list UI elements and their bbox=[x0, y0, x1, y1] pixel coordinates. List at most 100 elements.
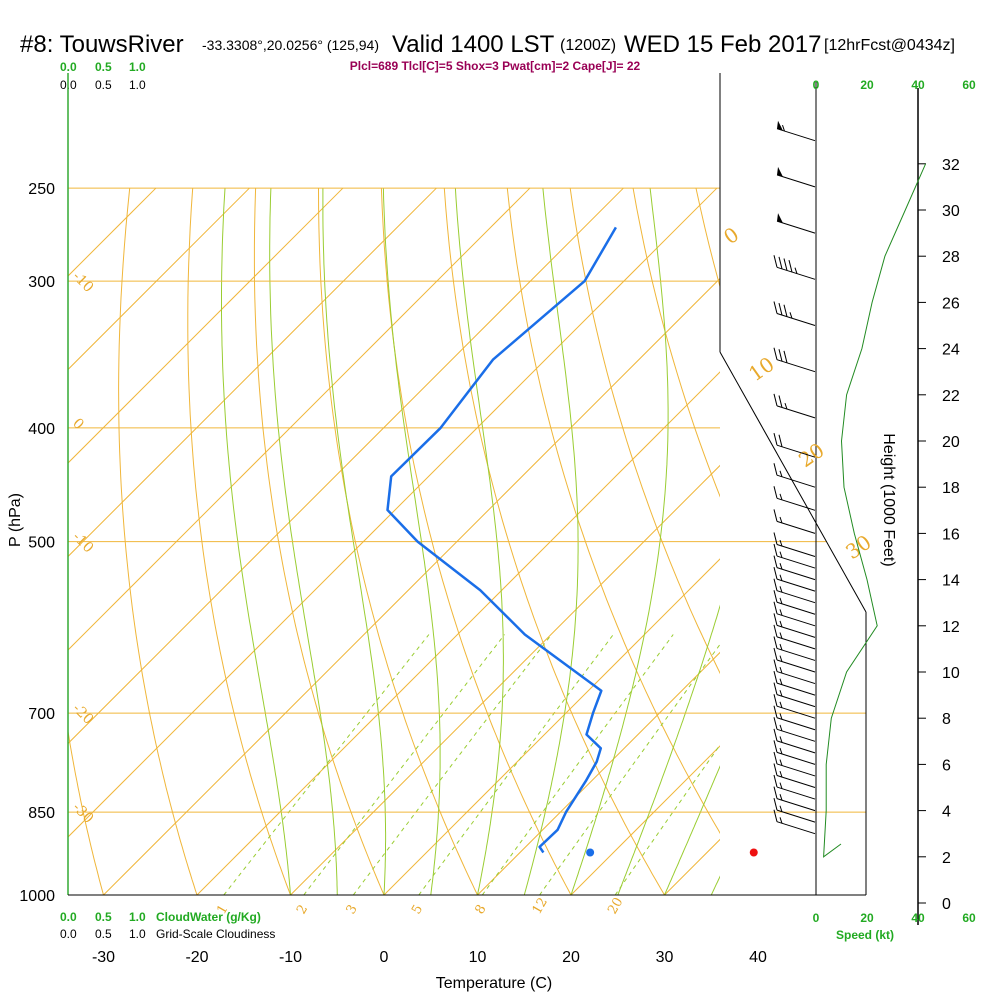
moist-adiabat-line bbox=[221, 188, 291, 895]
adiabat-label: 10 bbox=[744, 352, 779, 386]
height-tick-label: 32 bbox=[942, 157, 960, 174]
moist-adiabat-line bbox=[322, 188, 387, 895]
wind-barbs bbox=[773, 120, 816, 835]
height-tick-label: 10 bbox=[942, 665, 960, 682]
wind-barb-staff bbox=[776, 728, 816, 742]
speed-tick-top: 0 bbox=[813, 78, 820, 92]
mixing-ratio-label: 5 bbox=[409, 902, 426, 917]
wind-barb-staff bbox=[776, 405, 816, 419]
stability-indices: Plcl=689 Tlcl[C]=5 Shox=3 Pwat[cm]=2 Cap… bbox=[350, 59, 641, 73]
surface-markers bbox=[586, 848, 758, 857]
wind-barb bbox=[773, 798, 816, 823]
mixing-ratio-line bbox=[614, 744, 720, 895]
wind-barb-staff bbox=[776, 544, 816, 557]
wind-barb bbox=[773, 486, 816, 511]
temperature-tick-label: -20 bbox=[185, 949, 208, 966]
top-cloudiness-tick: 0.5 bbox=[95, 78, 112, 92]
height-tick-label: 12 bbox=[942, 619, 960, 636]
speed-profile-line bbox=[823, 163, 927, 858]
wind-barb-half-flag bbox=[779, 736, 783, 743]
wind-barb-flag bbox=[773, 636, 778, 649]
speed-tick-bottom: 40 bbox=[911, 911, 925, 925]
wind-barb-flag bbox=[773, 347, 778, 360]
wind-barb-staff bbox=[776, 444, 816, 458]
top-cloudwater-tick: 0.5 bbox=[95, 60, 112, 74]
dry-adiabat-line bbox=[253, 188, 385, 895]
forecast-run: [12hrFcst@0434z] bbox=[824, 37, 955, 54]
dry-adiabat-line bbox=[443, 188, 665, 895]
pressure-tick-label: 400 bbox=[28, 421, 55, 438]
forecast-date: WED 15 Feb 2017 bbox=[624, 31, 821, 58]
wind-barb bbox=[773, 532, 816, 557]
wind-barb-flag bbox=[773, 694, 778, 707]
wind-barb bbox=[773, 463, 816, 488]
wind-barb bbox=[773, 613, 816, 638]
isotherm-line bbox=[68, 187, 250, 371]
wind-barb-half-flag bbox=[779, 493, 783, 501]
wind-barb-staff bbox=[776, 567, 816, 581]
wind-barb-half-flag bbox=[779, 678, 783, 685]
wind-barb-staff bbox=[776, 717, 816, 731]
wind-barb-half-flag bbox=[779, 470, 783, 477]
wind-barb-half-flag bbox=[784, 402, 788, 410]
wind-barb-half-flag bbox=[779, 713, 783, 720]
wind-barb-pennant bbox=[777, 166, 783, 177]
wind-barb-half-flag bbox=[779, 643, 783, 651]
pressure-tick-label: 250 bbox=[28, 181, 55, 198]
wind-barb-staff bbox=[776, 659, 816, 673]
wind-barb bbox=[773, 774, 816, 800]
wind-barb-staff bbox=[776, 647, 816, 661]
bottom-cloudwater-tick: 0.0 bbox=[60, 910, 77, 924]
wind-barb-flag bbox=[773, 670, 778, 684]
wind-barb-flag bbox=[773, 486, 778, 499]
wind-barb-flag bbox=[773, 705, 778, 718]
wind-barb-staff bbox=[776, 798, 816, 812]
wind-barb-half-flag bbox=[779, 747, 783, 755]
mixing-ratio-line bbox=[418, 634, 614, 895]
bottom-cloudiness-tick: 1.0 bbox=[129, 927, 146, 941]
pressure-tick-label: 1000 bbox=[19, 888, 55, 905]
wind-barb bbox=[773, 393, 816, 419]
wind-barb bbox=[773, 751, 816, 777]
wind-barb-flag bbox=[773, 532, 778, 545]
wind-barb-half-flag bbox=[779, 690, 783, 697]
wind-barb-flag bbox=[778, 395, 783, 408]
height-tick-label: 18 bbox=[942, 480, 960, 497]
height-tick-label: 24 bbox=[942, 342, 960, 359]
wind-barb-staff bbox=[776, 359, 816, 373]
cloudwater-legend-label: CloudWater (g/Kg) bbox=[156, 910, 261, 924]
wind-barb bbox=[773, 601, 816, 627]
wind-barb-half-flag bbox=[779, 586, 783, 593]
valid-time: Valid 1400 LST bbox=[392, 31, 555, 58]
speed-tick-bottom: 0 bbox=[813, 911, 820, 925]
isotherm-line bbox=[477, 651, 720, 895]
wind-barb-flag bbox=[773, 613, 778, 626]
wind-barb-staff bbox=[776, 220, 816, 234]
isotherm-label: -30 bbox=[69, 800, 96, 827]
wind-barb bbox=[773, 809, 816, 835]
axis-frame bbox=[67, 73, 919, 925]
wind-barb bbox=[773, 786, 816, 812]
speed-tick-top: 40 bbox=[911, 78, 925, 92]
wind-barb-flag bbox=[773, 578, 778, 591]
wind-barb-half-flag bbox=[779, 759, 783, 766]
wind-barb bbox=[773, 670, 816, 696]
isotherm-label: 0 bbox=[69, 415, 87, 433]
dry-adiabat-line bbox=[318, 188, 478, 895]
height-tick-label: 22 bbox=[942, 388, 960, 405]
wind-barb-staff bbox=[776, 763, 816, 777]
wind-barb-flag bbox=[773, 659, 778, 672]
height-tick-label: 20 bbox=[942, 434, 960, 451]
isotherm-line bbox=[852, 188, 1000, 895]
height-tick-label: 2 bbox=[942, 850, 951, 867]
wind-barb-flag bbox=[773, 728, 778, 741]
wind-barb-staff bbox=[776, 694, 816, 708]
dry-adiabat-line bbox=[380, 188, 572, 895]
wind-barb-half-flag bbox=[779, 563, 783, 570]
wind-barb bbox=[773, 347, 816, 373]
wind-barb bbox=[773, 555, 816, 581]
wind-barb-half-flag bbox=[779, 609, 783, 616]
wind-barb-flag bbox=[773, 647, 778, 661]
